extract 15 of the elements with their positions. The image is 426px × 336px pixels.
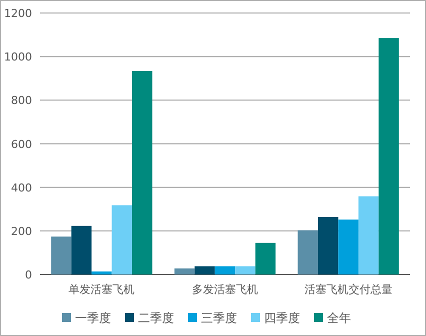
x-tick-label: 单发活塞飞机 [68, 283, 135, 296]
y-tick-label: 600 [11, 138, 32, 151]
y-tick-label: 400 [11, 181, 32, 194]
y-tick-label: 1200 [4, 7, 32, 20]
y-tick-label: 200 [11, 224, 32, 238]
legend-label: 三季度 [201, 311, 237, 325]
legend-label: 二季度 [138, 311, 174, 325]
y-tick-label: 1000 [4, 50, 32, 64]
y-tick-label: 800 [11, 94, 32, 108]
legend-label: 全年 [327, 311, 351, 325]
y-tick-label: 0 [25, 268, 32, 282]
x-tick-label: 多发活塞飞机 [192, 283, 258, 296]
legend-label: 四季度 [264, 311, 300, 325]
x-tick-label: 活塞飞机交付总量 [304, 283, 392, 296]
legend-label: 一季度 [75, 311, 111, 325]
